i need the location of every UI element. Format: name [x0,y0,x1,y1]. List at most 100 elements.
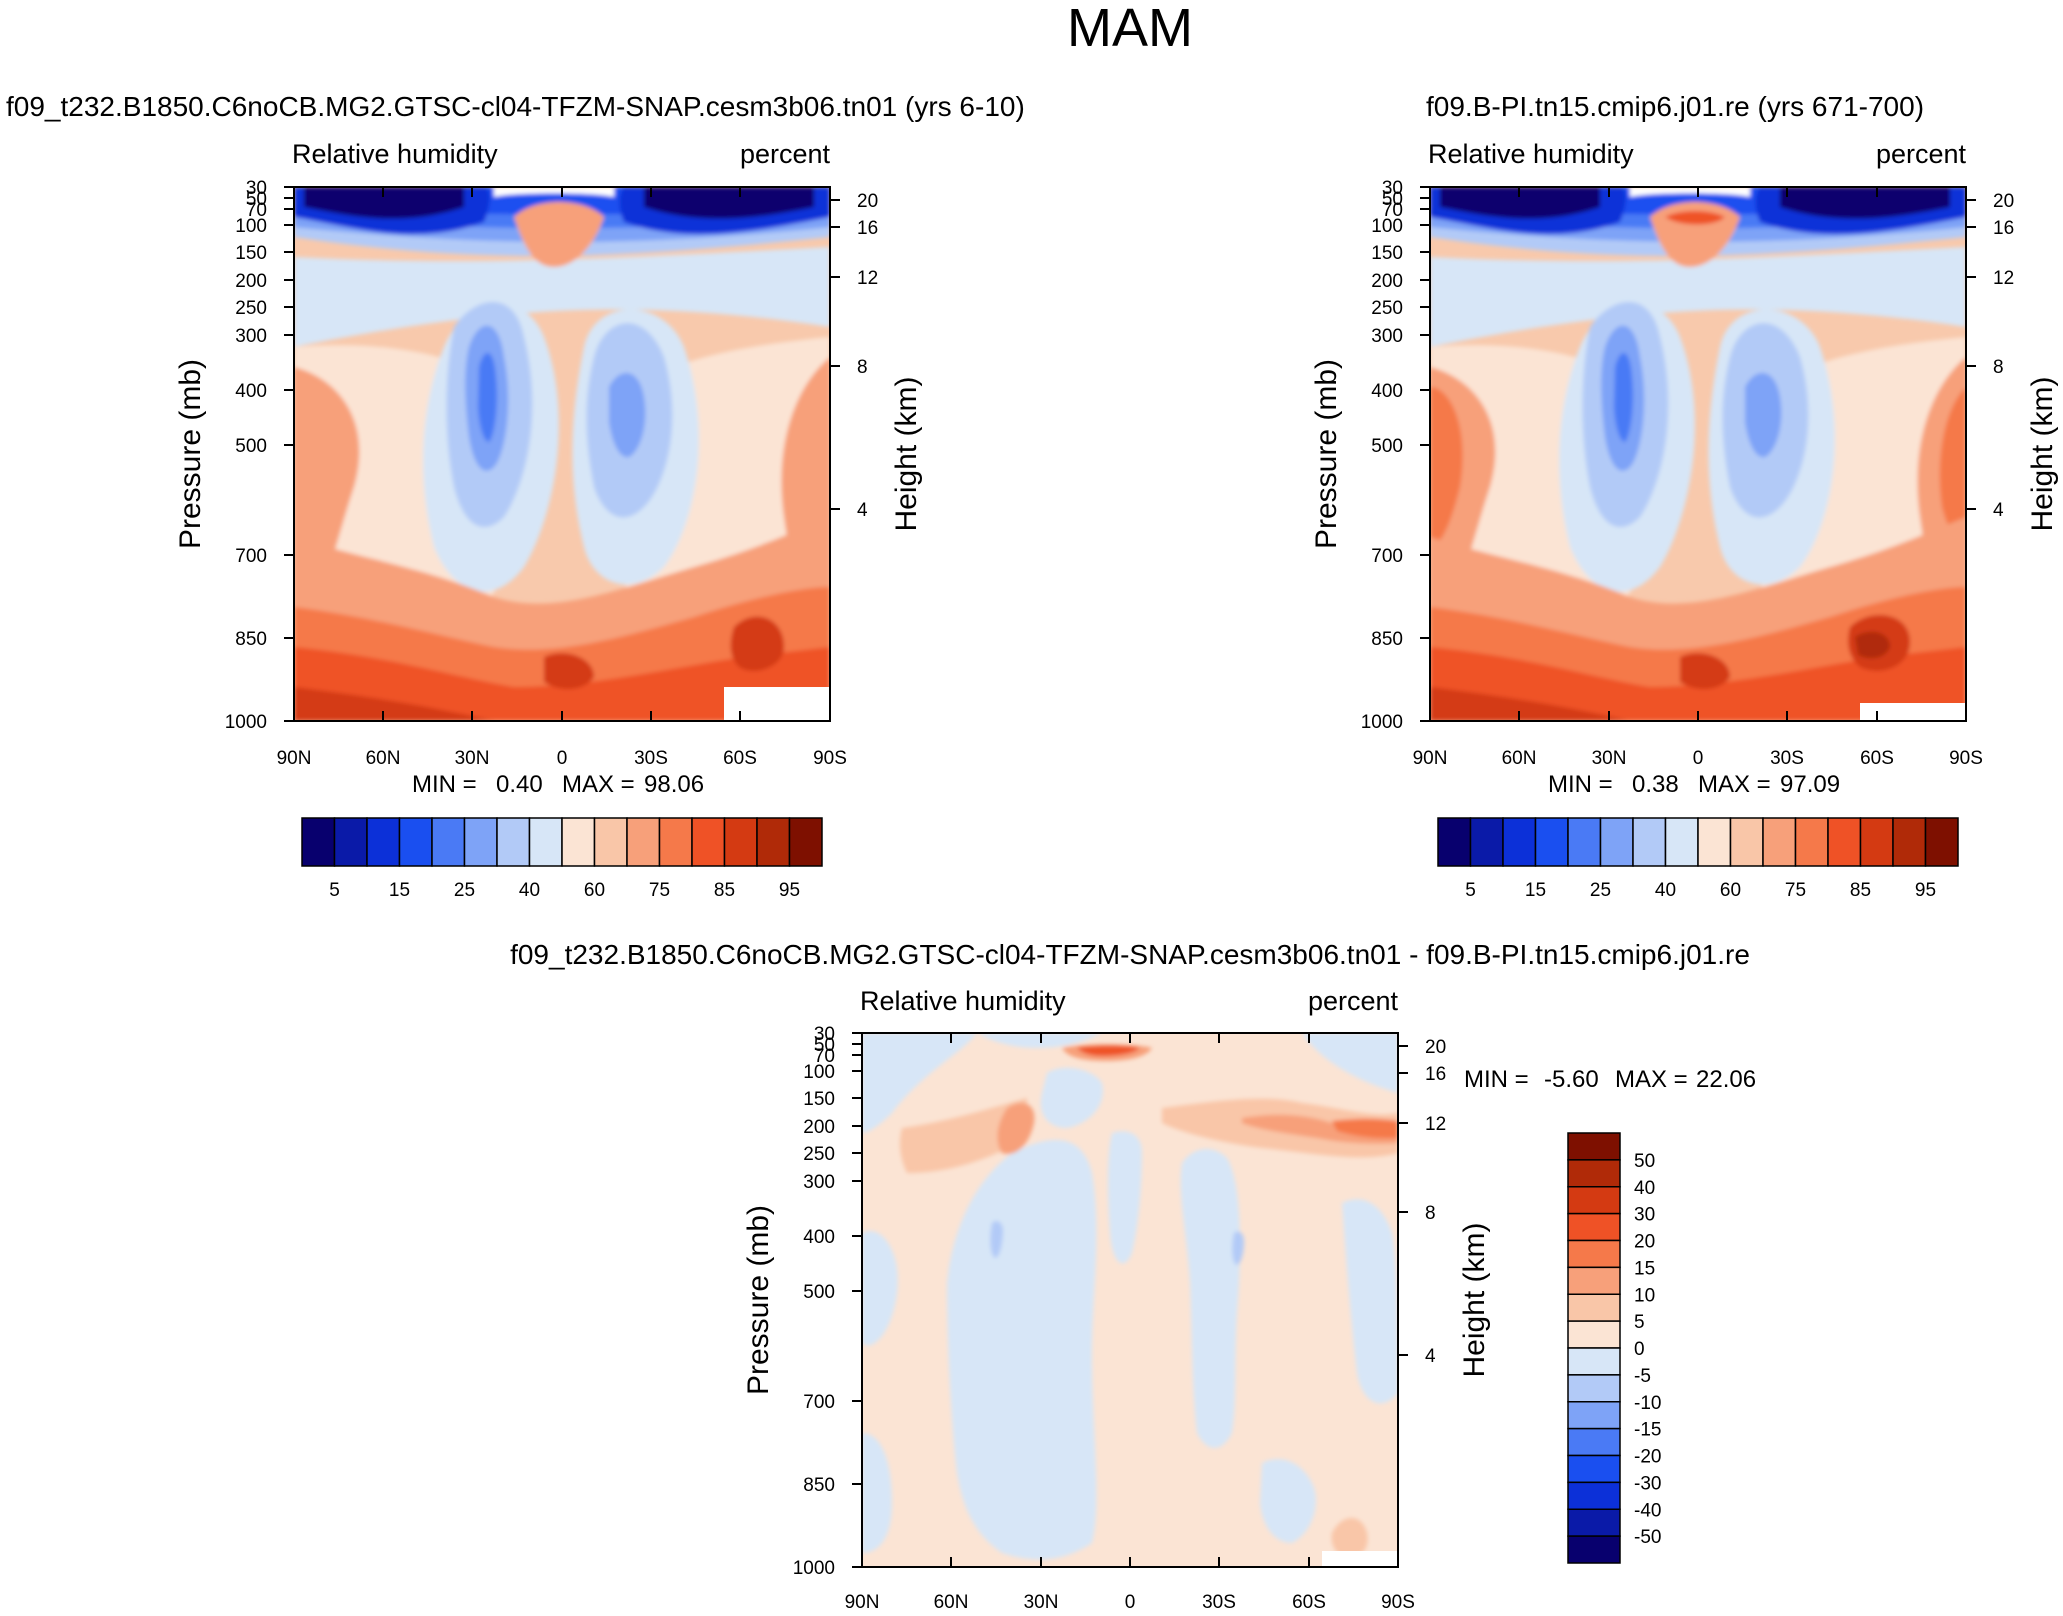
panel-2-x-tick: 30N [1592,748,1627,769]
colorbar-swatch [1567,1186,1621,1215]
panel-1-y2-tick: 8 [857,357,868,378]
panel-3-y-tick: 200 [803,1117,835,1138]
colorbar-swatch [1827,817,1862,867]
colorbar-label: 5 [329,880,340,901]
panel-1-y2-tick: 4 [857,500,868,521]
panel-2-y-tick: 300 [1371,326,1403,347]
colorbar-swatch [1567,1347,1621,1376]
colorbar-swatch [1567,1454,1621,1484]
colorbar-label: 85 [714,880,735,901]
colorbar-label: -15 [1634,1420,1661,1441]
colorbar-swatch [1567,1132,1621,1161]
panel-3-y-tick: 700 [803,1392,835,1413]
colorbar-label: 5 [1634,1312,1645,1333]
panel-3-y-tick: 70 [814,1046,835,1067]
colorbar-swatch [1437,817,1472,867]
colorbar-swatch [1762,817,1797,867]
panel-3-x-tick: 90N [845,1592,880,1613]
colorbar-label: 40 [1655,880,1676,901]
colorbar-swatch [1567,1374,1621,1403]
colorbar-label: 25 [454,880,475,901]
panel-2-y-label: Pressure (mb) [1310,359,1343,549]
panel-1-units-label: percent [740,139,831,169]
colorbar-swatch [333,817,368,867]
panel-2-y-tick: 30 [1382,178,1403,199]
panel-2-y2-label: Height (km) [2026,376,2059,531]
panel-2-max-label: MAX = [1698,771,1771,798]
panel-1-y-tick: 250 [235,298,267,319]
panel-1-max-value: 98.06 [644,771,704,798]
panel-1-y-tick: 700 [235,546,267,567]
panel-3-y2-tick: 12 [1425,1114,1446,1135]
colorbar-label: 85 [1850,880,1871,901]
panel-3-y2-tick: 20 [1425,1037,1446,1058]
colorbar-label: 30 [1634,1205,1655,1226]
colorbar-label: 40 [519,880,540,901]
colorbar-swatch [691,817,726,867]
panel-2-y2-tick: 16 [1993,218,2014,239]
panel-1-x-tick: 60N [366,748,401,769]
panel-3-y-tick: 100 [803,1062,835,1083]
panel-3-x-tick: 60N [934,1592,969,1613]
panel-3-x-tick: 60S [1292,1592,1326,1613]
panel-3-max-label: MAX = [1615,1066,1688,1093]
panel-1-y-tick: 200 [235,271,267,292]
panel-3-y-label: Pressure (mb) [742,1205,775,1395]
colorbar-swatch [1567,1481,1621,1510]
panel-1-y-tick: 1000 [225,712,267,733]
colorbar-swatch [1469,817,1504,867]
panel-3-min-label: MIN = [1464,1066,1529,1093]
panel-1-y-label: Pressure (mb) [174,359,207,549]
panel-1-y-tick: 100 [235,216,267,237]
colorbar-swatch [463,817,498,867]
panel-2-case-title: f09.B-PI.tn15.cmip6.j01.re (yrs 671-700) [1426,91,1924,122]
panel-2-x-tick: 60S [1860,748,1894,769]
panel-3-y-tick: 30 [814,1024,835,1045]
colorbar-swatch [1567,1427,1621,1457]
colorbar-swatch [1924,817,1959,867]
panel-2-min-label: MIN = [1548,771,1613,798]
panel-2-y-tick: 150 [1371,243,1403,264]
colorbar-label: 60 [584,880,605,901]
colorbar-swatch [756,817,791,867]
panel-1-y2-axis: 20 16 12 8 4 [830,191,878,521]
panel-2-y-tick: 250 [1371,298,1403,319]
panel-3: f09_t232.B1850.C6noCB.MG2.GTSC-cl04-TFZM… [510,939,1756,1613]
panel-1-max-label: MAX = [562,771,635,798]
colorbar-swatch [1567,1293,1621,1322]
panel-3-stats: MIN = -5.60 MAX = 22.06 [1464,1066,1756,1093]
colorbar-swatch [593,817,628,867]
panel-3-y-tick: 500 [803,1282,835,1303]
panel-1-y2-tick: 12 [857,268,878,289]
panel-3-min-value: -5.60 [1544,1066,1599,1093]
panel-2-x-axis: 90N 60N 30N 0 30S 60S 90S [1413,187,1983,769]
panel-2-x-tick: 90S [1949,748,1983,769]
panel-3-y2-tick: 8 [1425,1203,1436,1224]
panel-3-y-tick: 50 [814,1035,835,1056]
figure-title: MAM [1067,0,1193,58]
panel-1-y-tick: 70 [246,200,267,221]
panel-3-units-label: percent [1308,986,1399,1016]
colorbar-swatch [1567,1212,1621,1242]
colorbar-swatch [1567,817,1602,867]
panel-3-y-tick: 300 [803,1172,835,1193]
panel-2-stats: MIN = 0.38 MAX = 97.09 [1548,771,1840,798]
panel-3-case-title: f09_t232.B1850.C6noCB.MG2.GTSC-cl04-TFZM… [510,939,1750,970]
panel-1-min-label: MIN = [412,771,477,798]
panel-3-x-tick: 30N [1024,1592,1059,1613]
panel-3-plot-area [862,1033,1398,1567]
colorbar-label: 40 [1634,1178,1655,1199]
panel-2-y2-tick: 4 [1993,500,2004,521]
colorbar-label: 25 [1590,880,1611,901]
panel-2-y-axis: 30 50 70 100 150 200 250 300 400 500 700… [1361,178,1430,733]
panel-1-min-value: 0.40 [496,771,543,798]
colorbar-label: 50 [1634,1151,1655,1172]
panel-1-y-tick: 300 [235,326,267,347]
colorbar-swatch [1567,1239,1621,1269]
panel-2-y-tick: 500 [1371,436,1403,457]
colorbar-swatch [1567,1266,1621,1295]
colorbar-swatch [1794,817,1829,867]
panel-2-y-tick: 100 [1371,216,1403,237]
panel-2-y-tick: 50 [1382,189,1403,210]
